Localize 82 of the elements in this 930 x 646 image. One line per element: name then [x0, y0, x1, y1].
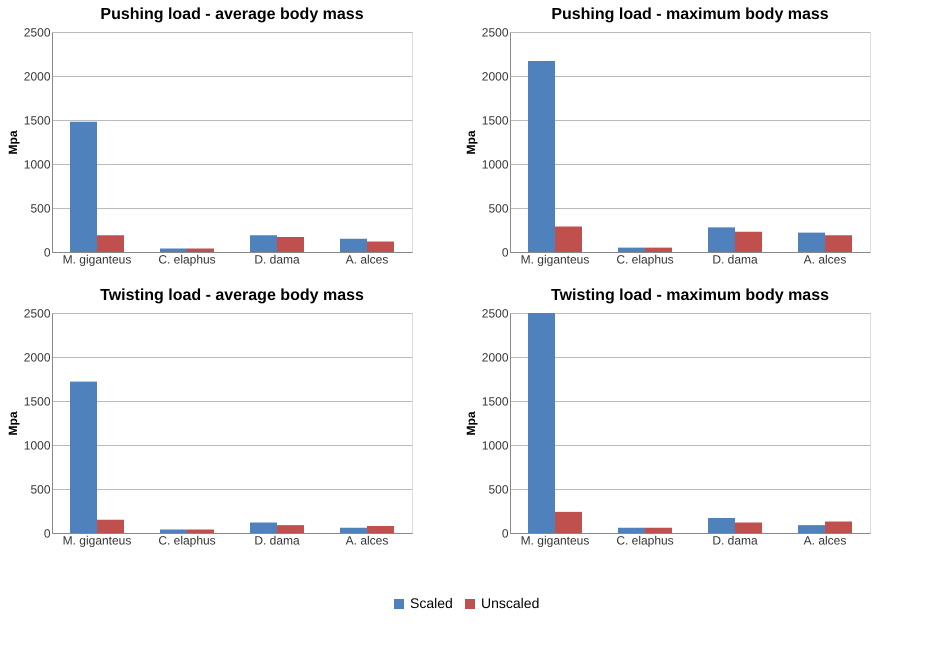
x-tick-label: D. dama [254, 252, 300, 266]
y-axis-title: Mpa [464, 130, 478, 154]
y-tick-label: 1500 [482, 394, 509, 408]
bar [735, 522, 762, 533]
x-tick-label: A. alces [346, 534, 388, 548]
y-tick-label: 2000 [24, 350, 51, 364]
y-tick-label: 2500 [24, 306, 51, 320]
bar [160, 529, 187, 533]
x-tick-label: M. giganteus [62, 252, 132, 266]
bar [97, 520, 124, 533]
y-tick-label: 2000 [482, 70, 509, 84]
bar [70, 382, 97, 533]
bar [277, 237, 304, 252]
y-tick-label: 500 [30, 482, 51, 496]
y-axis-title: Mpa [6, 411, 20, 436]
x-tick-label: M. giganteus [62, 534, 132, 548]
bar [340, 238, 367, 252]
x-tick-label: D. dama [712, 252, 758, 266]
bar [97, 235, 124, 252]
x-tick-label: A. alces [804, 252, 846, 266]
bar [340, 528, 367, 533]
y-tick-label: 0 [44, 246, 51, 260]
x-tick-label: D. dama [712, 534, 758, 548]
x-tick-label: C. elaphus [616, 252, 674, 266]
y-tick-label: 2500 [482, 306, 509, 320]
y-tick-label: 2500 [24, 26, 51, 40]
y-tick-label: 1000 [24, 158, 51, 172]
y-tick-label: 1500 [482, 114, 509, 128]
bar [187, 529, 214, 533]
y-tick-label: 1500 [24, 114, 51, 128]
y-tick-label: 1500 [24, 394, 51, 408]
bar [367, 526, 394, 533]
y-tick-label: 1000 [24, 438, 51, 452]
x-tick-label: M. giganteus [520, 534, 590, 548]
y-tick-label: 0 [44, 526, 51, 540]
legend-label: Unscaled [481, 595, 540, 611]
bar [708, 227, 735, 252]
bar [250, 235, 277, 252]
y-tick-label: 1000 [482, 438, 509, 452]
y-tick-label: 0 [502, 526, 509, 540]
bar [735, 232, 762, 252]
bar [825, 522, 852, 533]
y-axis-title: Mpa [464, 411, 478, 436]
x-tick-label: A. alces [804, 534, 846, 548]
chart-title: Pushing load - maximum body mass [551, 6, 829, 23]
bar [645, 248, 672, 252]
x-tick-label: D. dama [254, 534, 300, 548]
bar [645, 528, 672, 533]
x-tick-label: C. elaphus [158, 534, 216, 548]
y-tick-label: 500 [488, 202, 509, 216]
bar [367, 241, 394, 252]
bar [825, 235, 852, 252]
bar [160, 248, 187, 252]
y-axis-title: Mpa [6, 130, 20, 154]
bar [277, 525, 304, 533]
bar [618, 528, 645, 533]
bar [798, 525, 825, 533]
y-tick-label: 2000 [24, 70, 51, 84]
bar [798, 232, 825, 252]
bar [555, 512, 582, 533]
bar [618, 248, 645, 252]
bar [250, 522, 277, 533]
bar [528, 313, 555, 533]
x-tick-label: C. elaphus [158, 252, 216, 266]
bar [555, 226, 582, 252]
y-tick-label: 2500 [482, 26, 509, 40]
x-tick-label: C. elaphus [616, 534, 674, 548]
chart-title: Twisting load - maximum body mass [551, 287, 830, 304]
bar [70, 122, 97, 252]
y-tick-label: 2000 [482, 350, 509, 364]
chart-title: Pushing load - average body mass [100, 6, 364, 23]
y-tick-label: 500 [30, 202, 51, 216]
chart-title: Twisting load - average body mass [100, 287, 364, 304]
legend-label: Scaled [410, 595, 453, 611]
y-tick-label: 1000 [482, 158, 509, 172]
x-tick-label: M. giganteus [520, 252, 590, 266]
bar [187, 248, 214, 252]
y-tick-label: 0 [502, 246, 509, 260]
x-tick-label: A. alces [346, 252, 388, 266]
bar [708, 518, 735, 533]
bar [528, 61, 555, 252]
y-tick-label: 500 [488, 482, 509, 496]
